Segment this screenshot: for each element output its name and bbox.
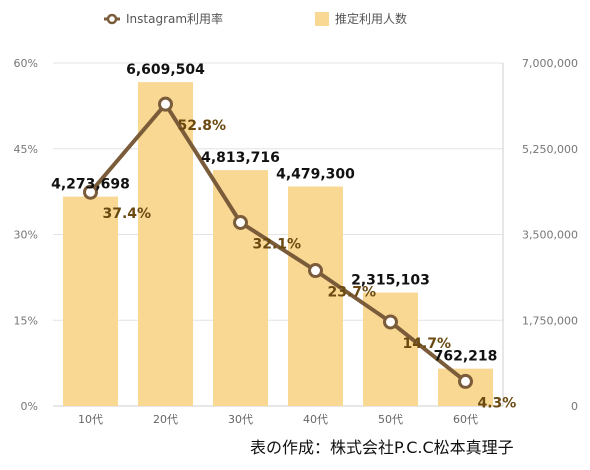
line-point bbox=[83, 184, 98, 200]
line-point bbox=[158, 96, 173, 112]
y-left-tick: 30% bbox=[14, 229, 38, 242]
line-value-label: 14.7% bbox=[403, 336, 452, 352]
bar-value-label: 4,813,716 bbox=[201, 150, 280, 166]
x-tick: 50代 bbox=[378, 413, 403, 426]
bar-value-label: 4,273,698 bbox=[51, 177, 130, 193]
line-value-label: 4.3% bbox=[478, 395, 517, 411]
line-value-label: 37.4% bbox=[103, 206, 152, 222]
bar-value-label: 2,315,103 bbox=[351, 273, 430, 289]
series-line bbox=[88, 102, 467, 383]
y-left-tick: 45% bbox=[14, 143, 38, 156]
x-tick: 60代 bbox=[453, 413, 478, 426]
line-value-label: 32.1% bbox=[253, 236, 302, 252]
y-right-tick: 3,500,000 bbox=[522, 229, 578, 242]
bar bbox=[288, 186, 343, 406]
y-left-tick: 60% bbox=[14, 57, 38, 70]
line-value-label: 52.8% bbox=[178, 118, 227, 134]
bar-value-label: 762,218 bbox=[434, 349, 498, 365]
x-tick: 20代 bbox=[153, 413, 178, 426]
y-left-tick: 15% bbox=[14, 314, 38, 327]
legend-label: 推定利用人数 bbox=[335, 11, 407, 26]
x-tick: 10代 bbox=[78, 413, 103, 426]
bar bbox=[213, 170, 268, 406]
line-point bbox=[233, 214, 248, 230]
x-tick: 40代 bbox=[303, 413, 328, 426]
legend-bar-swatch bbox=[315, 12, 329, 26]
legend-line-marker bbox=[106, 13, 118, 25]
legend-label: Instagram利用率 bbox=[126, 11, 223, 26]
y-right-tick: 7,000,000 bbox=[522, 57, 578, 70]
line-point bbox=[383, 314, 398, 330]
y-right-tick: 5,250,000 bbox=[522, 143, 578, 156]
chart-credit: 表の作成：株式会社P.C.C松本真理子 bbox=[250, 438, 514, 457]
y-right-tick: 1,750,000 bbox=[522, 314, 578, 327]
line-point bbox=[308, 263, 323, 279]
y-right-tick: 0 bbox=[571, 400, 578, 413]
bar-value-label: 6,609,504 bbox=[126, 62, 205, 78]
x-tick: 30代 bbox=[228, 413, 253, 426]
bar-value-label: 4,479,300 bbox=[276, 167, 355, 183]
line-point bbox=[458, 373, 473, 389]
bar bbox=[63, 196, 118, 406]
y-left-tick: 0% bbox=[21, 400, 38, 413]
line-value-label: 23.7% bbox=[328, 285, 377, 301]
